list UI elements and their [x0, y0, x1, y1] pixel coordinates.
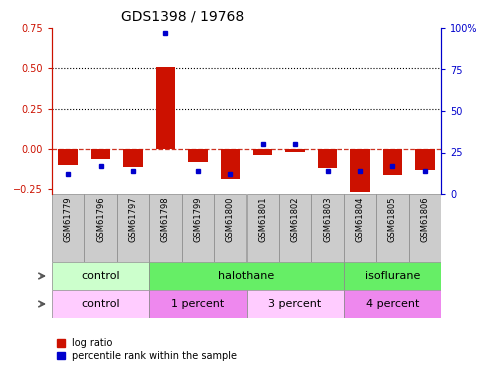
Text: GSM61798: GSM61798 [161, 196, 170, 242]
Text: GSM61800: GSM61800 [226, 196, 235, 242]
Text: control: control [81, 271, 120, 281]
Text: isoflurane: isoflurane [365, 271, 420, 281]
Text: halothane: halothane [218, 271, 275, 281]
Text: GSM61801: GSM61801 [258, 196, 267, 242]
Bar [214, 194, 246, 262]
Text: GSM61805: GSM61805 [388, 196, 397, 242]
Text: 1 percent: 1 percent [171, 299, 225, 309]
Bar [52, 262, 149, 290]
Text: 3 percent: 3 percent [269, 299, 322, 309]
Bar [350, 149, 369, 192]
Bar [117, 194, 149, 262]
Bar [285, 149, 305, 152]
Text: GSM61799: GSM61799 [193, 196, 202, 242]
Legend: log ratio, percentile rank within the sample: log ratio, percentile rank within the sa… [57, 338, 238, 361]
Bar [149, 262, 344, 290]
Bar [52, 290, 149, 318]
Bar [182, 194, 214, 262]
Text: GSM61779: GSM61779 [64, 196, 73, 242]
Bar [383, 149, 402, 175]
Text: GSM61797: GSM61797 [128, 196, 138, 242]
Bar [246, 290, 344, 318]
Bar [58, 149, 78, 165]
Text: GDS1398 / 19768: GDS1398 / 19768 [121, 10, 244, 24]
Text: GSM61803: GSM61803 [323, 196, 332, 242]
Bar [246, 194, 279, 262]
Bar [312, 194, 344, 262]
Bar [376, 194, 409, 262]
Bar [253, 149, 272, 155]
Bar [188, 149, 208, 162]
Bar [149, 194, 182, 262]
Bar [52, 194, 85, 262]
Bar [344, 194, 376, 262]
Bar [415, 149, 435, 170]
Bar [123, 149, 143, 166]
Bar [91, 149, 110, 159]
Bar [156, 67, 175, 149]
Text: 4 percent: 4 percent [366, 299, 419, 309]
Text: control: control [81, 299, 120, 309]
Bar [149, 290, 246, 318]
Text: GSM61796: GSM61796 [96, 196, 105, 242]
Text: GSM61806: GSM61806 [420, 196, 429, 242]
Bar [221, 149, 240, 180]
Bar [85, 194, 117, 262]
Bar [409, 194, 441, 262]
Bar [344, 262, 441, 290]
Bar [344, 290, 441, 318]
Bar [279, 194, 312, 262]
Bar [318, 149, 337, 168]
Text: GSM61804: GSM61804 [355, 196, 365, 242]
Text: GSM61802: GSM61802 [291, 196, 299, 242]
